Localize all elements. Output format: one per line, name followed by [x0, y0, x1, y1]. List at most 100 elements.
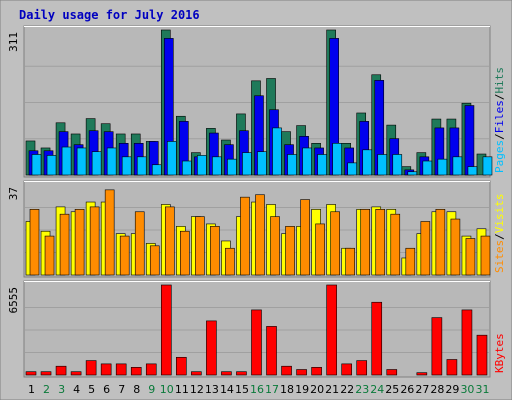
panel-volume-legend: KBytes	[493, 333, 506, 373]
bar-kbytes-day-10	[160, 284, 172, 376]
day-label-2: 2	[43, 383, 50, 396]
legend-hits: Hits	[493, 67, 506, 94]
bar-kbytes-day-9	[145, 363, 157, 376]
bar-kbytes-day-1	[25, 371, 37, 376]
bar-pages-day-8	[136, 156, 147, 176]
bar-pages-day-6	[106, 147, 117, 176]
bar-sites-day-26	[405, 247, 416, 276]
bar-kbytes-day-22	[341, 363, 352, 376]
legend-pages: Pages	[493, 140, 506, 173]
day-label-26: 26	[400, 383, 414, 396]
bar-pages-day-12	[197, 155, 207, 176]
panel-visitors-ymax-label: 37	[7, 187, 20, 200]
bar-pages-day-23	[362, 149, 373, 176]
panel-requests-ymax-label: 311	[7, 32, 20, 52]
day-label-12: 12	[190, 383, 204, 396]
day-label-14: 14	[220, 383, 234, 396]
bar-sites-day-8	[134, 211, 145, 276]
legend-kbytes: KBytes	[493, 333, 506, 373]
legend-files: Files	[493, 100, 506, 133]
bar-sites-day-4	[74, 209, 85, 276]
bar-kbytes-day-11	[176, 356, 187, 376]
bar-sites-day-3	[59, 213, 70, 276]
bar-kbytes-day-18	[281, 365, 292, 376]
bar-kbytes-day-3	[55, 365, 67, 376]
bar-kbytes-day-19	[296, 369, 307, 376]
bar-pages-day-13	[212, 156, 222, 176]
day-label-27: 27	[415, 383, 429, 396]
bar-pages-day-25	[392, 154, 403, 176]
day-label-24: 24	[370, 383, 384, 396]
bar-sites-day-20	[315, 223, 325, 276]
bar-pages-day-10	[166, 141, 177, 176]
bar-sites-day-7	[119, 235, 130, 276]
day-label-29: 29	[445, 383, 459, 396]
day-label-15: 15	[235, 383, 249, 396]
bar-kbytes-day-14	[221, 371, 232, 376]
bar-sites-day-24	[375, 209, 386, 276]
bar-pages-day-2	[46, 155, 57, 176]
bar-kbytes-day-16	[251, 309, 262, 376]
legend-sites: Sites	[493, 240, 506, 273]
bar-pages-day-19	[302, 147, 312, 176]
bar-kbytes-day-27	[416, 372, 428, 376]
bar-kbytes-day-2	[40, 371, 52, 376]
bar-kbytes-day-6	[100, 363, 112, 376]
bar-kbytes-day-24	[371, 301, 383, 376]
bar-sites-day-17	[270, 216, 280, 276]
day-label-11: 11	[175, 383, 189, 396]
bar-kbytes-day-15	[236, 371, 247, 376]
day-label-16: 16	[250, 383, 264, 396]
day-label-28: 28	[430, 383, 444, 396]
day-label-6: 6	[103, 383, 110, 396]
bar-sites-day-13	[210, 226, 220, 276]
bar-files-day-30	[464, 105, 475, 176]
bar-pages-day-7	[121, 156, 132, 176]
bar-kbytes-day-8	[130, 367, 142, 376]
bar-kbytes-day-31	[476, 334, 488, 376]
day-label-13: 13	[205, 383, 219, 396]
bar-kbytes-day-28	[431, 317, 443, 376]
bar-sites-day-25	[390, 213, 401, 276]
bar-sites-day-23	[360, 209, 371, 276]
day-label-5: 5	[88, 383, 95, 396]
panel-volume: 6555 KBytes	[7, 280, 506, 378]
day-label-18: 18	[280, 383, 294, 396]
bar-sites-day-1	[29, 209, 40, 276]
bar-pages-day-26	[407, 171, 418, 176]
bar-pages-day-18	[287, 154, 297, 176]
legend-separator: /	[493, 94, 506, 101]
bar-sites-day-19	[300, 199, 310, 276]
day-label-1: 1	[28, 383, 35, 396]
bar-kbytes-day-25	[386, 369, 398, 376]
bar-pages-day-17	[272, 127, 282, 176]
bar-sites-day-21	[330, 211, 340, 276]
day-label-19: 19	[295, 383, 309, 396]
day-label-31: 31	[475, 383, 489, 396]
day-label-9: 9	[148, 383, 155, 396]
day-label-7: 7	[118, 383, 125, 396]
bar-kbytes-day-23	[356, 360, 368, 376]
bar-pages-day-11	[182, 160, 192, 176]
day-label-17: 17	[265, 383, 279, 396]
bar-kbytes-day-7	[115, 363, 127, 376]
bar-pages-day-16	[257, 151, 267, 176]
bar-sites-day-29	[450, 218, 461, 276]
bar-sites-day-15	[240, 196, 250, 276]
day-label-23: 23	[355, 383, 369, 396]
day-label-4: 4	[73, 383, 80, 396]
day-label-25: 25	[385, 383, 399, 396]
bar-sites-day-28	[435, 209, 446, 276]
legend-separator: /	[493, 133, 506, 140]
bar-sites-day-30	[465, 238, 476, 276]
day-label-20: 20	[310, 383, 324, 396]
bar-pages-day-24	[377, 154, 388, 176]
bar-sites-day-14	[225, 247, 235, 276]
bar-pages-day-1	[31, 154, 42, 176]
bar-sites-day-11	[180, 230, 190, 276]
day-label-3: 3	[58, 383, 65, 396]
bar-kbytes-day-17	[266, 326, 277, 376]
bar-sites-day-27	[420, 221, 431, 276]
bar-sites-day-22	[345, 247, 355, 276]
